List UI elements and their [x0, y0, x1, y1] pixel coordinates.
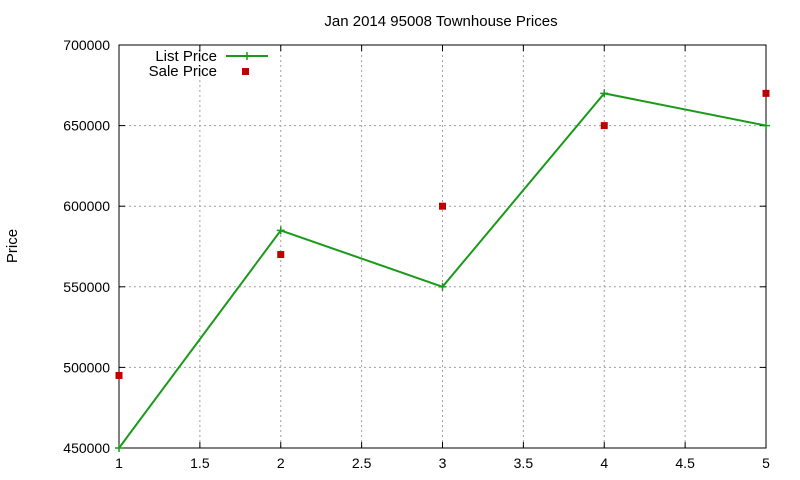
- x-tick-label: 3: [439, 455, 447, 471]
- data-point-list-price: [600, 89, 609, 98]
- data-point-list-price: [115, 444, 123, 452]
- y-tick-label: 550000: [63, 279, 110, 295]
- data-point-sale-price: [439, 202, 446, 210]
- x-tick-labels: 1 1.5 2 2.5 3 3.5 4 4.5 5: [115, 455, 770, 471]
- data-point-sale-price: [115, 371, 123, 379]
- y-tick-label: 500000: [63, 359, 110, 375]
- legend-marker-plus: [243, 52, 251, 60]
- plot-frame: [118, 44, 767, 449]
- y-tick-label: 600000: [63, 198, 110, 214]
- grid: [119, 45, 766, 448]
- data-point-list-price: [276, 226, 285, 235]
- x-tick-label: 2: [277, 455, 285, 471]
- data-point-sale-price: [762, 89, 770, 97]
- data-point-sale-price: [600, 122, 608, 130]
- x-tick-label: 1.5: [190, 455, 210, 471]
- legend-marker-sale-price: [242, 68, 249, 75]
- legend-entry-sale-price: Sale Price: [149, 63, 249, 80]
- x-tick-label: 2.5: [352, 455, 372, 471]
- legend-label-sale-price: Sale Price: [149, 63, 217, 80]
- legend-marker-list-price: [243, 52, 251, 60]
- x-tick-label: 4: [600, 455, 608, 471]
- y-tick-label: 450000: [63, 440, 110, 456]
- y-tick-label: 650000: [63, 118, 110, 134]
- chart-title: Jan 2014 95008 Townhouse Prices: [324, 13, 557, 30]
- data-point-list-price: [762, 121, 770, 130]
- series: [115, 89, 770, 452]
- y-tick-label: 700000: [63, 37, 110, 53]
- legend-entry-list-price: List Price: [155, 48, 268, 65]
- x-tick-label: 1: [115, 455, 123, 471]
- y-axis-label: Price: [4, 229, 21, 263]
- x-tick-label: 4.5: [675, 455, 695, 471]
- data-point-sale-price: [277, 251, 285, 259]
- legend: List Price Sale Price: [149, 48, 268, 80]
- series-list-price: [115, 89, 770, 452]
- x-tick-label: 3.5: [514, 455, 534, 471]
- x-tick-label: 5: [762, 455, 770, 471]
- y-tick-labels: 450000 500000 550000 600000 650000 700000: [63, 37, 110, 456]
- legend-label-list-price: List Price: [155, 48, 217, 65]
- data-point-list-price: [438, 282, 447, 291]
- series-sale-price: [115, 89, 770, 379]
